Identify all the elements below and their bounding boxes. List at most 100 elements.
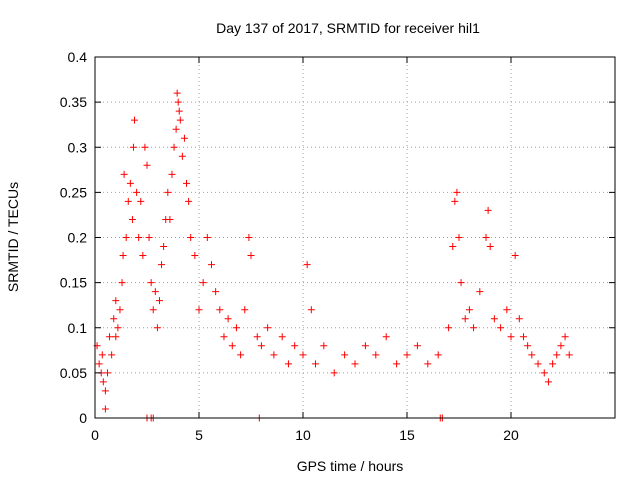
data-point	[191, 252, 199, 260]
data-point	[455, 234, 463, 241]
data-point	[173, 89, 181, 97]
data-point	[232, 324, 240, 332]
chart-title: Day 137 of 2017, SRMTID for receiver hil…	[216, 20, 480, 36]
data-point	[137, 197, 145, 205]
data-point	[116, 306, 124, 314]
data-point	[486, 243, 494, 251]
data-point	[270, 351, 278, 359]
data-point	[291, 342, 299, 350]
data-point	[393, 360, 401, 368]
data-point	[549, 360, 557, 368]
data-point	[155, 297, 163, 305]
data-point	[99, 378, 107, 386]
data-point	[247, 252, 255, 260]
data-point	[241, 306, 249, 314]
data-point	[174, 98, 182, 106]
data-point	[185, 197, 193, 205]
data-point	[524, 342, 532, 350]
data-point	[199, 279, 207, 287]
data-point	[129, 143, 137, 151]
data-point	[278, 333, 286, 341]
data-point	[147, 279, 155, 287]
x-tick-label: 10	[295, 427, 311, 443]
data-point	[118, 279, 126, 287]
data-point	[228, 342, 236, 350]
data-point	[434, 351, 442, 359]
data-point	[166, 215, 174, 223]
data-point	[183, 179, 191, 187]
data-point	[511, 252, 519, 260]
data-point	[507, 333, 515, 341]
data-point	[544, 378, 552, 386]
data-point	[457, 279, 465, 287]
y-tick-label: 0.05	[60, 365, 87, 381]
data-point	[311, 360, 319, 368]
data-point	[351, 360, 359, 368]
data-point	[101, 387, 109, 395]
data-point	[503, 306, 511, 314]
y-tick-label: 0	[79, 410, 87, 426]
data-point	[424, 360, 432, 368]
y-tick-label: 0.3	[68, 139, 88, 155]
data-point	[168, 170, 176, 178]
x-tick-label: 5	[195, 427, 203, 443]
data-point	[139, 252, 147, 260]
data-point	[131, 116, 139, 124]
data-point	[187, 234, 195, 241]
data-point	[245, 234, 253, 241]
data-point	[151, 288, 159, 296]
data-point	[126, 179, 134, 187]
data-point	[553, 351, 561, 359]
data-point	[128, 215, 136, 223]
data-point	[361, 342, 369, 350]
data-point	[95, 360, 103, 368]
data-point	[220, 333, 228, 341]
data-point	[382, 333, 390, 341]
y-tick-label: 0.35	[60, 94, 87, 110]
y-tick-label: 0.4	[68, 49, 88, 65]
data-point	[160, 243, 168, 251]
data-point	[141, 143, 149, 151]
data-point	[207, 261, 215, 269]
data-point	[299, 351, 307, 359]
data-point	[120, 170, 128, 178]
y-tick-label: 0.25	[60, 184, 87, 200]
data-point	[112, 297, 120, 305]
data-point	[170, 143, 178, 151]
x-tick-label: 0	[91, 427, 99, 443]
data-point	[565, 351, 573, 359]
data-point	[149, 306, 157, 314]
data-point	[195, 306, 203, 314]
data-point	[143, 161, 151, 169]
x-tick-label: 20	[503, 427, 519, 443]
data-point	[372, 351, 380, 359]
data-point	[264, 324, 272, 332]
data-point	[119, 252, 127, 260]
data-point	[106, 333, 114, 341]
data-point	[133, 188, 141, 196]
data-point	[110, 315, 118, 323]
data-point	[403, 351, 411, 359]
data-point	[172, 125, 180, 133]
data-point	[101, 405, 109, 413]
data-point	[320, 342, 328, 350]
data-point	[490, 315, 498, 323]
data-point	[482, 234, 490, 241]
data-point	[519, 333, 527, 341]
data-point	[461, 315, 469, 323]
y-axis-label: SRMTID / TECUs	[5, 182, 21, 292]
y-tick-label: 0.1	[68, 320, 88, 336]
data-point	[98, 351, 106, 359]
data-point	[465, 306, 473, 314]
data-point	[112, 333, 120, 341]
data-point	[176, 116, 184, 124]
data-point	[212, 288, 220, 296]
data-point	[237, 351, 245, 359]
data-point	[145, 234, 153, 241]
data-point	[175, 107, 183, 115]
data-point	[451, 197, 459, 205]
data-point	[253, 333, 261, 341]
axis-ticks: 0 0.05 0.1 0.15 0.2 0.25 0.3 0.35 0.4 0 5 10 15 20	[60, 49, 615, 443]
